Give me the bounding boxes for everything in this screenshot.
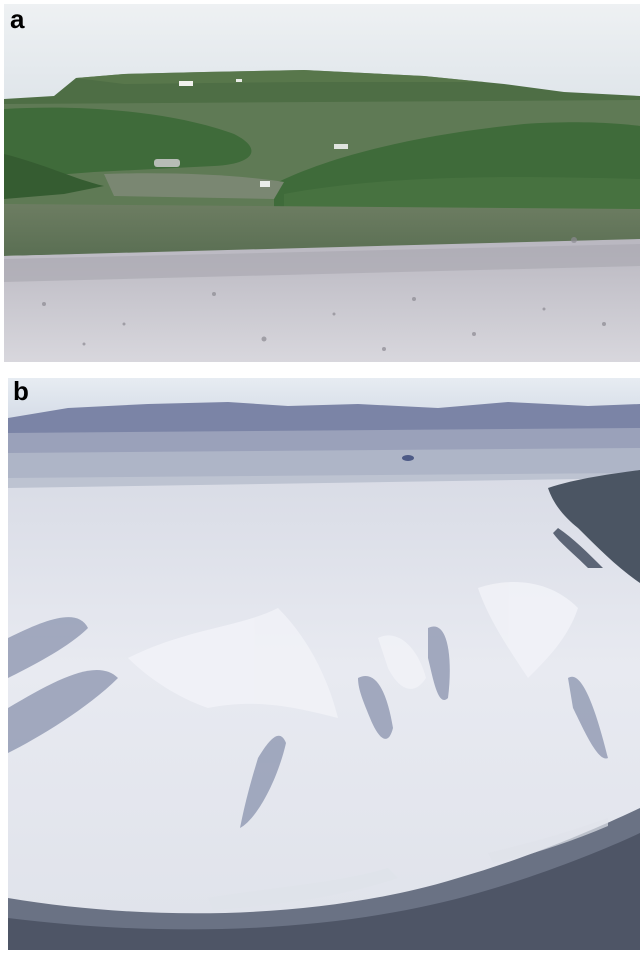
tundra-landscape-photo: [4, 4, 640, 362]
photo-panel-a: a: [4, 4, 640, 362]
panel-label-a: a: [10, 4, 25, 34]
photo-panel-b: b: [8, 378, 640, 950]
panel-label-b: b: [13, 378, 29, 406]
aerial-snowfield-photo: [8, 378, 640, 950]
